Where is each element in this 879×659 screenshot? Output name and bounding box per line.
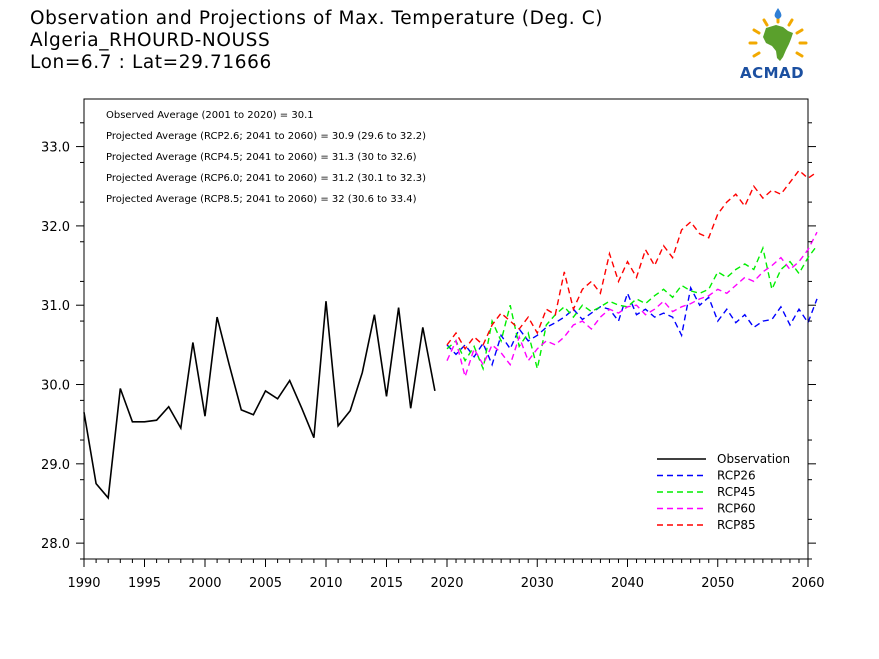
series-line-observation xyxy=(83,301,436,500)
annotation-line-5: Projected Average (RCP8.5; 2041 to 2060)… xyxy=(106,194,417,205)
x-tick-label: 2060 xyxy=(791,576,824,591)
chart-title-block: Observation and Projections of Max. Temp… xyxy=(30,8,603,74)
legend-label-rcp85: RCP85 xyxy=(717,518,756,532)
chart-title: Observation and Projections of Max. Temp… xyxy=(30,8,604,29)
series-line-rcp45 xyxy=(446,245,818,372)
x-tick-label: 2015 xyxy=(370,576,403,591)
legend-label-rcp45: RCP45 xyxy=(717,485,756,499)
series-line-rcp85 xyxy=(446,169,818,351)
legend-label-rcp60: RCP60 xyxy=(717,502,756,516)
y-tick-label: 31.0 xyxy=(41,299,70,314)
series-line-rcp60 xyxy=(446,231,818,380)
series-line-rcp26 xyxy=(446,285,818,367)
annotation-line-2: Projected Average (RCP2.6; 2041 to 2060)… xyxy=(106,131,426,142)
legend-label-observation: Observation xyxy=(717,452,790,466)
x-tick-label: 2050 xyxy=(701,576,734,591)
station-name: Algeria_RHOURD-NOUSS xyxy=(30,30,271,51)
x-tick-label: 2020 xyxy=(430,576,463,591)
legend-label-rcp26: RCP26 xyxy=(717,469,756,483)
y-tick-label: 28.0 xyxy=(41,537,70,552)
y-tick-label: 33.0 xyxy=(41,141,70,156)
water-drop-icon xyxy=(774,8,782,19)
africa-map-icon xyxy=(763,25,793,61)
x-tick-label: 2040 xyxy=(611,576,644,591)
x-tick-label: 1990 xyxy=(67,576,100,591)
acmad-logo-text: ACMAD xyxy=(740,64,805,82)
x-tick-label: 2030 xyxy=(521,576,554,591)
y-tick-label: 29.0 xyxy=(41,458,70,473)
y-tick-label: 32.0 xyxy=(41,220,70,235)
x-tick-label: 2005 xyxy=(249,576,282,591)
x-tick-label: 2000 xyxy=(188,576,221,591)
y-tick-label: 30.0 xyxy=(41,379,70,394)
x-tick-label: 2010 xyxy=(309,576,342,591)
acmad-logo-icon xyxy=(748,8,808,61)
annotation-line-4: Projected Average (RCP6.0; 2041 to 2060)… xyxy=(106,173,426,184)
annotation-line-1: Observed Average (2001 to 2020) = 30.1 xyxy=(106,110,314,121)
x-tick-label: 1995 xyxy=(128,576,161,591)
annotation-line-3: Projected Average (RCP4.5; 2041 to 2060)… xyxy=(106,152,417,163)
plot-frame xyxy=(83,98,809,560)
station-coordinates: Lon=6.7 : Lat=29.71666 xyxy=(30,52,272,73)
